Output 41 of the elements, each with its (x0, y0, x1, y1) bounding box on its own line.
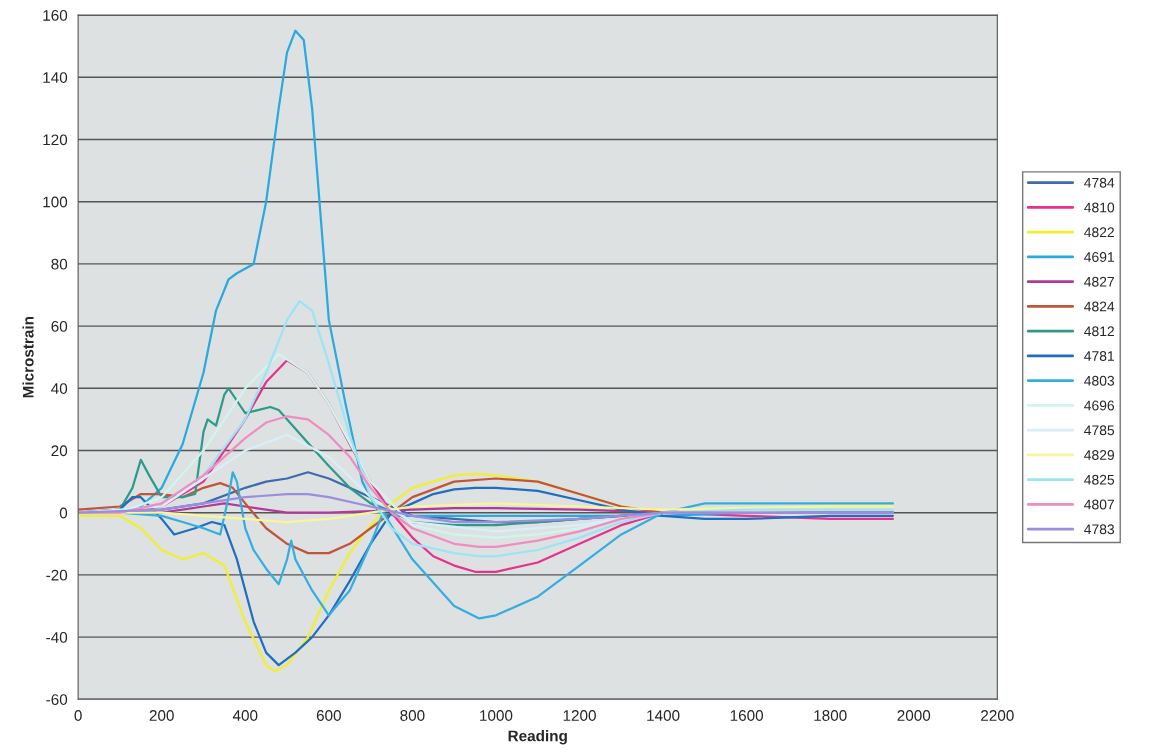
legend-label: 4696 (1084, 400, 1115, 411)
y-tick-label: 120 (43, 134, 68, 146)
y-tick-label: 0 (59, 507, 68, 519)
legend-label: 4822 (1084, 227, 1114, 238)
y-tick-label: 140 (43, 72, 68, 83)
x-tick-label: 1200 (563, 710, 596, 721)
x-tick-label: 1000 (480, 710, 513, 721)
legend-label: 4824 (1084, 301, 1115, 312)
x-tick-label: 1800 (814, 710, 847, 721)
y-tick-label: 160 (43, 9, 68, 21)
legend-label: 4810 (1084, 202, 1115, 213)
legend-label: 4812 (1084, 326, 1114, 337)
x-tick-label: 800 (400, 710, 425, 721)
legend-label: 4803 (1084, 375, 1115, 386)
x-tick-label: 400 (232, 710, 258, 721)
legend-label: 4691 (1084, 252, 1114, 262)
legend-label: 4829 (1084, 450, 1115, 460)
x-tick-label: 600 (316, 710, 341, 721)
y-tick-label: 60 (51, 320, 68, 332)
legend-label: 4807 (1084, 499, 1114, 510)
legend-label: 4825 (1084, 474, 1115, 485)
x-tick-label: 2200 (981, 710, 1014, 721)
x-tick-label: 2000 (897, 710, 931, 721)
x-tick-label: 0 (74, 710, 82, 721)
x-axis-title: Reading (508, 730, 567, 745)
legend-label: 4784 (1084, 177, 1115, 188)
y-tick-label: 80 (51, 258, 68, 270)
legend-label: 4785 (1084, 425, 1115, 436)
y-tick-label: 100 (43, 196, 68, 208)
y-tick-label: 20 (51, 445, 68, 457)
legend-label: 4783 (1084, 524, 1115, 535)
y-axis-title: Microstrain (22, 316, 34, 398)
legend-label: 4781 (1084, 351, 1114, 361)
legend-label: 4827 (1084, 276, 1114, 287)
x-tick-label: 200 (149, 710, 174, 721)
y-tick-label: -20 (46, 569, 68, 581)
y-tick-label: -60 (46, 694, 68, 705)
y-tick-label: 40 (51, 383, 68, 394)
y-tick-label: -40 (46, 631, 68, 643)
x-tick-label: 1400 (647, 710, 680, 721)
x-tick-label: 1600 (730, 710, 764, 721)
